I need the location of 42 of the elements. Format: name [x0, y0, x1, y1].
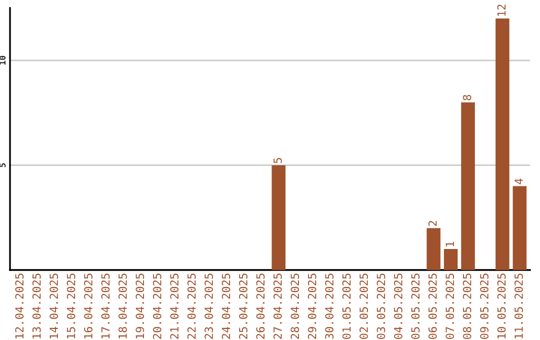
data-label: 1 — [446, 242, 454, 246]
x-tick-label: 01.05.2025 — [342, 274, 351, 339]
x-tick-label: 28.04.2025 — [290, 274, 300, 339]
x-tick-label: 06.05.2025 — [428, 274, 437, 339]
x-tick-label: 16.04.2025 — [84, 274, 92, 338]
data-label: 4 — [514, 178, 523, 184]
x-tick-label: 13.04.2025 — [32, 274, 41, 338]
x-tick-label: 29.04.2025 — [308, 274, 316, 339]
x-tick-label: 18.04.2025 — [118, 274, 127, 338]
bar — [512, 186, 527, 270]
bar — [426, 228, 440, 270]
x-tick-label: 25.04.2025 — [239, 274, 248, 339]
x-tick-label: 08.05.2025 — [462, 274, 472, 339]
x-tick-label: 22.04.2025 — [187, 274, 196, 339]
x-tick-label: 15.04.2025 — [66, 274, 76, 338]
x-tick-label: 27.04.2025 — [273, 274, 282, 339]
x-tick-label: 10.05.2025 — [497, 274, 506, 338]
x-tick-label: 20.04.2025 — [152, 274, 162, 339]
x-tick-label: 05.05.2025 — [411, 274, 420, 339]
x-tick-label: 07.05.2025 — [446, 274, 454, 339]
bar — [272, 165, 286, 270]
data-label: 12 — [497, 4, 506, 16]
data-label: 2 — [428, 220, 437, 226]
x-tick-label: 21.04.2025 — [170, 274, 179, 339]
bar — [461, 102, 475, 270]
x-tick-label: 04.05.2025 — [394, 274, 402, 339]
x-tick-label: 03.05.2025 — [376, 274, 386, 339]
x-tick-label: 14.04.2025 — [50, 274, 58, 338]
bar — [444, 249, 458, 270]
x-tick-label: 26.04.2025 — [256, 274, 265, 339]
data-label: 5 — [274, 158, 282, 164]
x-tick-label: 19.04.2025 — [136, 274, 144, 338]
x-tick-label: 24.04.2025 — [222, 274, 230, 339]
x-tick-label: 23.04.2025 — [204, 274, 213, 339]
x-tick-label: 09.05.2025 — [480, 274, 488, 339]
x-tick-label: 02.05.2025 — [360, 274, 368, 339]
x-tick-label: 17.04.2025 — [101, 274, 110, 338]
data-label: 8 — [462, 94, 472, 100]
x-tick-label: 11.05.2025 — [514, 274, 523, 338]
bar — [496, 18, 510, 270]
x-tick-label: 30.04.2025 — [325, 274, 334, 339]
x-tick-label: 12.04.2025 — [15, 274, 24, 338]
